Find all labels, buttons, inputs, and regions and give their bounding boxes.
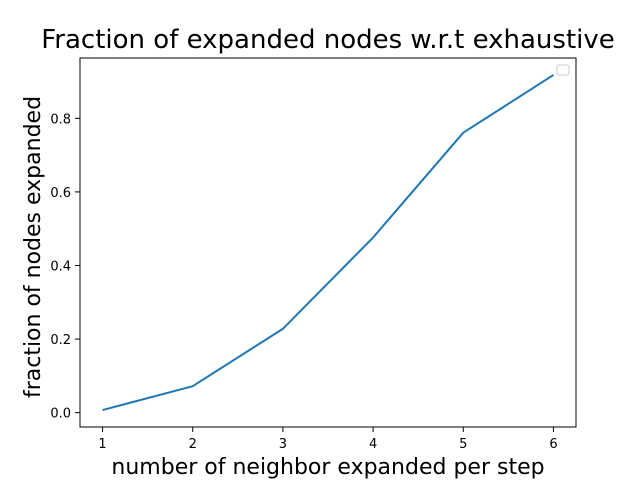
legend [556, 64, 570, 76]
series-group [102, 74, 554, 412]
chart-title: Fraction of expanded nodes w.r.t exhaust… [41, 25, 615, 55]
y-tick-label: 0.4 [50, 259, 71, 274]
x-tick-label: 2 [189, 437, 197, 452]
x-tick-label: 4 [369, 437, 377, 452]
y-tick-label: 0.2 [50, 333, 71, 348]
series-line [102, 74, 554, 412]
x-axis: 1 2 3 4 5 6 [98, 427, 558, 452]
x-axis-label: number of neighbor expanded per step [111, 455, 544, 480]
y-axis: 0.0 0.2 0.4 0.6 0.8 [50, 112, 80, 422]
y-tick-label: 0.8 [50, 112, 71, 127]
x-tick-label: 3 [279, 437, 287, 452]
y-tick-label: 0.6 [50, 186, 71, 201]
plot-area-frame [79, 57, 577, 428]
x-tick-label: 5 [459, 437, 467, 452]
y-axis-label: fraction of nodes expanded [21, 96, 46, 398]
y-tick-label: 0.0 [50, 407, 71, 422]
x-tick-label: 1 [98, 437, 106, 452]
x-tick-label: 6 [549, 437, 557, 452]
